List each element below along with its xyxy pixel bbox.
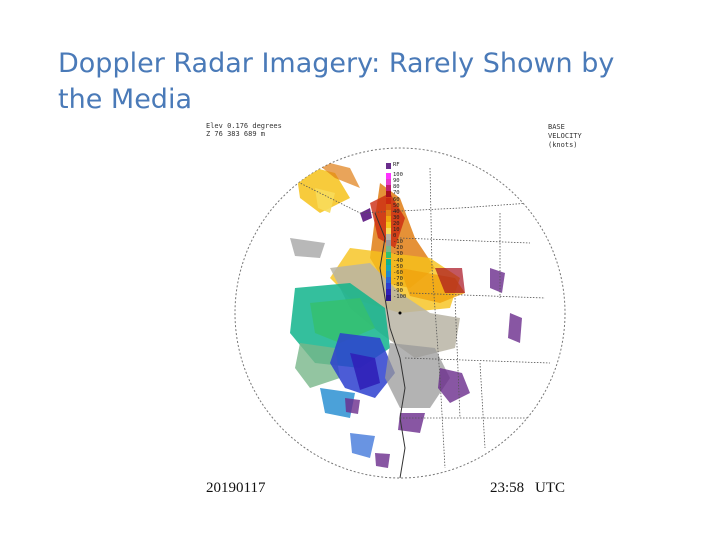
legend-swatch [386, 209, 391, 216]
legend-swatch [386, 289, 391, 295]
radar-date: 20190117 [206, 480, 266, 496]
legend-swatch [386, 258, 391, 265]
legend-swatch [386, 270, 391, 277]
product-title-line-1: BASE [548, 123, 565, 131]
legend-label: 0 [393, 233, 397, 240]
legend-label: 70 [393, 190, 400, 197]
product-title-line-2: VELOCITY [548, 132, 582, 140]
legend-label: -50 [393, 263, 403, 270]
radar-time: 23:58 [490, 480, 525, 496]
legend-label: -70 [393, 275, 403, 282]
legend-label: 60 [393, 196, 400, 203]
boundary-lines [289, 167, 551, 469]
legend-swatch [386, 264, 391, 271]
legend-label: 50 [393, 202, 400, 209]
legend-label: -100 [393, 294, 407, 301]
legend-swatch [386, 215, 391, 222]
legend-swatch [386, 295, 391, 302]
radar-echoes [290, 156, 522, 468]
radar-site-marker [398, 311, 402, 315]
legend-swatch [386, 240, 391, 247]
legend-label: -80 [393, 281, 403, 288]
legend-label: -40 [393, 257, 403, 264]
legend-label: -20 [393, 245, 403, 252]
range-ring [234, 147, 566, 479]
legend-swatch [386, 163, 391, 169]
coastline [374, 212, 406, 479]
legend-label: 30 [393, 214, 400, 221]
legend-swatch [386, 234, 391, 241]
radar-time-zone: UTC [535, 480, 565, 496]
legend-swatch [386, 221, 391, 228]
legend-label: 40 [393, 208, 400, 215]
legend-swatch [386, 203, 391, 210]
legend-swatch [386, 179, 391, 186]
legend-swatch [386, 252, 391, 259]
legend-swatch [386, 276, 391, 283]
legend-label: -10 [393, 239, 403, 246]
legend-label: -30 [393, 251, 403, 258]
radar-map [234, 147, 566, 479]
legend-swatch [386, 173, 391, 180]
legend-label: 80 [393, 184, 400, 191]
radar-velocity-image: Elev 0.176 degrees Z 76 383 689 m BASE V… [200, 118, 600, 503]
product-title-line-3: (knots) [548, 141, 578, 149]
elevation-info-line-2: Z 76 383 689 m [206, 130, 266, 138]
legend-label: -90 [393, 288, 403, 294]
legend-label: 100 [393, 172, 403, 179]
legend-swatch [386, 228, 391, 234]
slide-title: Doppler Radar Imagery: Rarely Shown by t… [58, 48, 615, 115]
legend-swatch [386, 282, 391, 289]
legend-label: -60 [393, 269, 403, 276]
elevation-info-line-1: Elev 0.176 degrees [206, 122, 282, 130]
legend-label: RF [393, 162, 400, 168]
legend-label: 90 [393, 178, 400, 185]
legend-swatch [386, 246, 391, 253]
legend-swatch [386, 185, 391, 192]
legend-swatch [386, 197, 391, 204]
legend-label: 20 [393, 220, 400, 227]
legend-label: 10 [393, 227, 400, 233]
legend-swatch [386, 191, 391, 198]
